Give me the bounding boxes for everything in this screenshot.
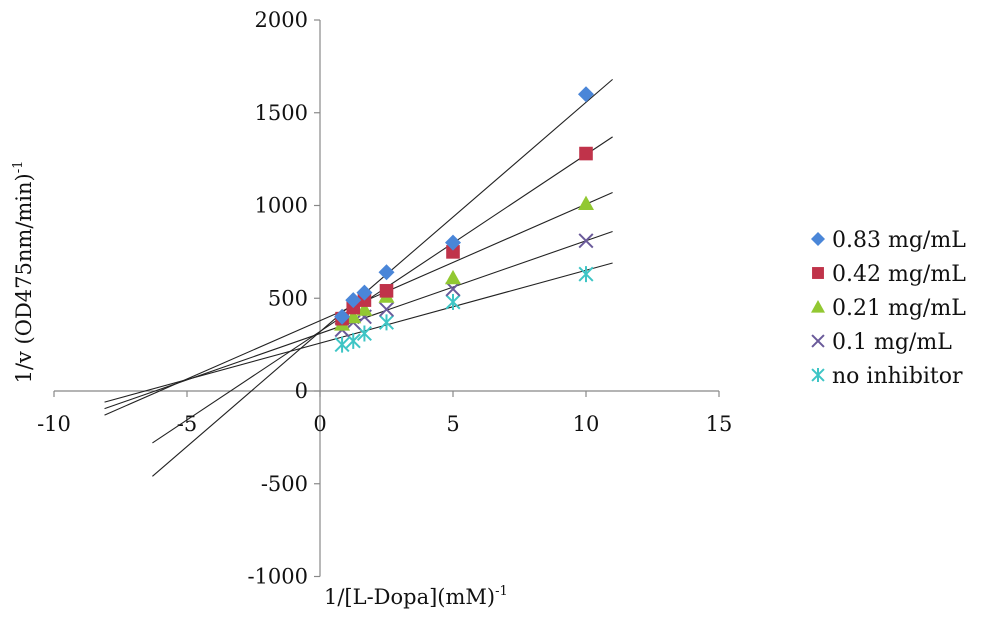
- data-point: [578, 86, 594, 103]
- legend-item: 0.1 mg/mL: [811, 330, 952, 355]
- y-tick-label: -500: [261, 472, 308, 496]
- legend-label: 0.1 mg/mL: [832, 330, 952, 355]
- x-tick-label: 10: [573, 412, 600, 436]
- legend-label: 0.42 mg/mL: [832, 262, 966, 287]
- ticks: -10 -5 0 5 10 15 2000 1500 1000 500 0 -500 -1000: [37, 8, 732, 589]
- data-point: [356, 301, 373, 316]
- x-axis-label: 1/[L-Dopa](mM)-1: [324, 584, 508, 609]
- x-tick-label: 5: [446, 412, 459, 436]
- data-point: [446, 245, 460, 259]
- data-point: [378, 301, 395, 317]
- legend-marker: [811, 300, 825, 313]
- x-tick-label: -5: [177, 412, 197, 436]
- x-tick-label: 0: [313, 412, 326, 436]
- data-point: [334, 308, 351, 325]
- trendline: [152, 78, 613, 477]
- data-points: [334, 86, 594, 353]
- legend-label: no inhibitor: [832, 364, 963, 389]
- legend-marker: [811, 334, 825, 348]
- legend-item: 0.21 mg/mL: [811, 296, 966, 321]
- legend-marker: [812, 267, 824, 279]
- y-tick-label: 0: [295, 379, 308, 403]
- legend-marker: [811, 232, 825, 246]
- data-point: [578, 266, 594, 283]
- x-tick-label: -10: [37, 412, 71, 436]
- legend-item: no inhibitor: [811, 364, 963, 389]
- data-point: [578, 195, 594, 211]
- y-tick-label: 500: [268, 286, 308, 310]
- data-point: [445, 293, 461, 310]
- data-point: [334, 336, 350, 353]
- y-tick-label: 2000: [255, 8, 308, 32]
- y-tick-label: -1000: [247, 565, 308, 589]
- trendline: [104, 262, 613, 403]
- data-point: [378, 264, 395, 281]
- data-point: [445, 281, 461, 297]
- data-point: [578, 233, 594, 249]
- data-point: [579, 146, 593, 161]
- x-tick-label: 15: [706, 412, 733, 436]
- data-point: [345, 308, 362, 324]
- data-point: [345, 292, 362, 309]
- legend-item: 0.42 mg/mL: [812, 262, 966, 287]
- data-point: [379, 284, 394, 298]
- data-point: [356, 284, 373, 301]
- legend-marker: [811, 368, 825, 382]
- y-tick-label: 1000: [255, 194, 308, 218]
- data-point: [445, 234, 461, 251]
- legend-label: 0.83 mg/mL: [832, 228, 966, 253]
- legend-label: 0.21 mg/mL: [832, 296, 966, 321]
- y-axis-label: 1/v (OD475nm/min)-1: [11, 161, 36, 384]
- data-point: [445, 269, 461, 285]
- legend: 0.83 mg/mL 0.42 mg/mL 0.21 mg/mL 0.1 mg/mL n…: [811, 228, 966, 389]
- data-point: [378, 314, 395, 331]
- legend-item: 0.83 mg/mL: [811, 228, 966, 253]
- y-tick-label: 1500: [255, 101, 308, 125]
